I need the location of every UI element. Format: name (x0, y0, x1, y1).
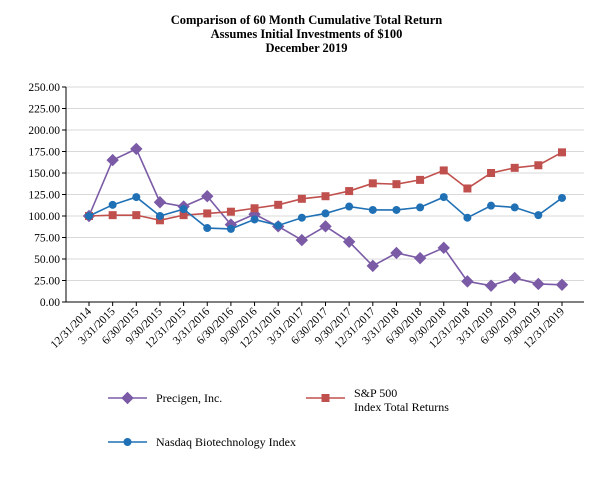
data-point (532, 277, 545, 291)
data-point (297, 213, 306, 222)
data-point (555, 278, 569, 292)
data-point (295, 233, 309, 247)
data-point (534, 211, 543, 220)
data-point (155, 216, 164, 225)
chart-title: Comparison of 60 Month Cumulative Total … (0, 13, 613, 55)
data-point (390, 246, 403, 260)
data-point (132, 211, 141, 220)
data-point (439, 193, 448, 202)
data-point (484, 279, 498, 292)
chart-title-line-2: Assumes Initial Investments of $100 (210, 27, 403, 41)
y-tick-label: 0.00 (40, 297, 60, 309)
y-tick-label: 125.00 (28, 190, 60, 202)
data-point (132, 193, 141, 202)
data-point (321, 209, 330, 218)
data-point (461, 275, 474, 288)
data-point (130, 142, 143, 156)
data-point (106, 153, 119, 167)
data-point (368, 205, 377, 214)
y-axis-ticks: 250.00 225.00 200.00 175.00 150.00 125.00 100.… (28, 82, 66, 309)
data-point (321, 192, 330, 201)
legend-marker (321, 394, 330, 402)
data-point (558, 193, 566, 202)
data-point (250, 204, 259, 213)
data-point (487, 201, 496, 210)
data-point (155, 212, 164, 220)
data-point (392, 180, 401, 189)
legend-marker (121, 391, 134, 405)
y-tick-label: 75.00 (34, 233, 60, 245)
legend-label: S&P 500 (354, 386, 397, 400)
data-point (439, 166, 448, 175)
data-point (179, 211, 188, 220)
data-point (366, 259, 380, 273)
data-point (416, 203, 425, 212)
series-3 (85, 193, 566, 233)
data-point (226, 224, 235, 233)
data-point (153, 196, 167, 209)
legend-label: Nasdaq Biotechnology Index (156, 435, 296, 449)
data-point (463, 184, 472, 193)
data-point (510, 203, 519, 212)
y-tick-label: 25.00 (34, 276, 60, 288)
legend-label: Index Total Returns (354, 400, 449, 414)
legend-label: Precigen, Inc. (156, 391, 222, 405)
y-tick-label: 175.00 (28, 147, 60, 159)
data-point (463, 213, 472, 222)
data-point (510, 163, 519, 172)
data-point (345, 202, 354, 211)
data-point (437, 241, 450, 255)
data-point (201, 190, 214, 203)
y-tick-label: 100.00 (28, 211, 60, 223)
y-tick-label: 50.00 (34, 254, 60, 266)
y-tick-label: 225.00 (28, 104, 60, 116)
data-point (274, 200, 283, 209)
data-point (487, 169, 496, 177)
data-point (108, 200, 117, 209)
data-point (203, 209, 212, 218)
data-point (319, 220, 332, 233)
data-point (203, 224, 212, 233)
data-point (558, 148, 566, 157)
data-point (85, 212, 93, 220)
data-point (413, 251, 427, 265)
data-point (345, 187, 354, 196)
data-point (416, 175, 425, 184)
gridlines (66, 86, 584, 281)
data-point (226, 207, 235, 216)
y-tick-label: 250.00 (28, 82, 60, 94)
data-point (274, 221, 283, 230)
data-point (250, 215, 259, 224)
series-1 (82, 142, 569, 292)
data-point (534, 161, 543, 170)
data-point (342, 235, 356, 249)
series-group (82, 142, 569, 292)
chart-title-line-1: Comparison of 60 Month Cumulative Total … (170, 13, 443, 27)
data-point (179, 205, 188, 214)
data-point (508, 271, 521, 285)
legend-item-1: Precigen, Inc. (108, 391, 222, 405)
legend-marker (123, 438, 132, 446)
data-point (108, 211, 117, 220)
x-axis-ticks: 12/31/20143/31/20156/30/20159/30/201512/… (49, 302, 567, 351)
data-point (368, 179, 377, 188)
legend-item-3: Nasdaq Biotechnology Index (108, 435, 296, 449)
y-tick-label: 200.00 (28, 125, 60, 137)
data-point (297, 194, 306, 203)
data-point (392, 205, 401, 214)
y-tick-label: 150.00 (28, 168, 60, 180)
chart-title-line-3: December 2019 (265, 41, 348, 55)
